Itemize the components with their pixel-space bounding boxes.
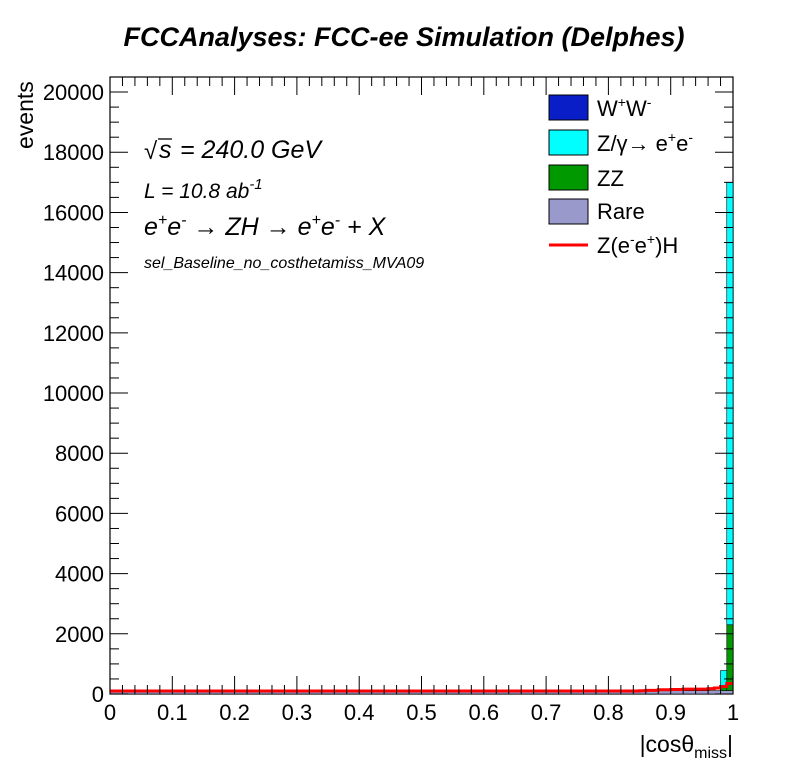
energy-label: = 240.0 GeV [180,136,323,164]
legend-label-signal: Z(e-e+)H [597,231,678,258]
x-tick-label: 0.3 [282,700,313,725]
x-tick-label: 1 [727,700,739,725]
y-axis-label: events [12,81,38,149]
y-tick-label: 18000 [43,140,104,165]
process-label: e+e- → ZH → e+e- + X [144,212,387,241]
legend-label-rare: Rare [597,199,645,224]
x-axis-label: |cosθmiss| [640,731,733,762]
x-tick-label: 0.4 [344,700,375,725]
chart-title: FCCAnalyses: FCC-ee Simulation (Delphes) [123,22,684,52]
x-tick-label: 0.8 [593,700,624,725]
sqrt-s-text: s [159,136,172,164]
y-tick-label: 4000 [55,562,104,587]
sqrt-symbol: √ [144,138,158,165]
legend-label-zgamma: Z/γ→ e+e- [597,129,693,156]
x-tick-label: 0.1 [157,700,188,725]
y-tick-label: 10000 [43,381,104,406]
x-tick-label: 0.7 [531,700,562,725]
y-tick-label: 6000 [55,501,104,526]
x-tick-label: 0.9 [655,700,686,725]
plot-frame [109,76,734,695]
legend-swatch-ww [548,94,589,121]
y-tick-label: 2000 [55,622,104,647]
x-tick-label: 0.2 [219,700,250,725]
legend-swatch-zz [548,164,589,191]
x-tick-label: 0.5 [406,700,437,725]
y-tick-label: 16000 [43,200,104,225]
axes: 0 0.1 0.2 0.3 0.4 0.5 0.6 0.7 0.8 0.9 1 0 2000 4000 60… [43,76,739,725]
selection-label: sel_Baseline_no_costhetamiss_MVA09 [144,255,424,272]
legend-label-zz: ZZ [597,166,624,191]
legend-swatch-zgamma [548,129,589,156]
y-tick-label: 20000 [43,80,104,105]
y-tick-label: 0 [92,682,104,707]
y-tick-label: 12000 [43,321,104,346]
annotations: √ s = 240.0 GeV L = 10.8 ab-1 e+e- → ZH … [144,136,424,272]
y-tick-label: 14000 [43,261,104,286]
y-tick-label: 8000 [55,441,104,466]
x-tick-label: 0 [104,700,116,725]
lumi-label: L = 10.8 ab-1 [144,176,263,203]
legend-swatch-rare [548,198,589,225]
x-tick-label: 0.6 [469,700,500,725]
